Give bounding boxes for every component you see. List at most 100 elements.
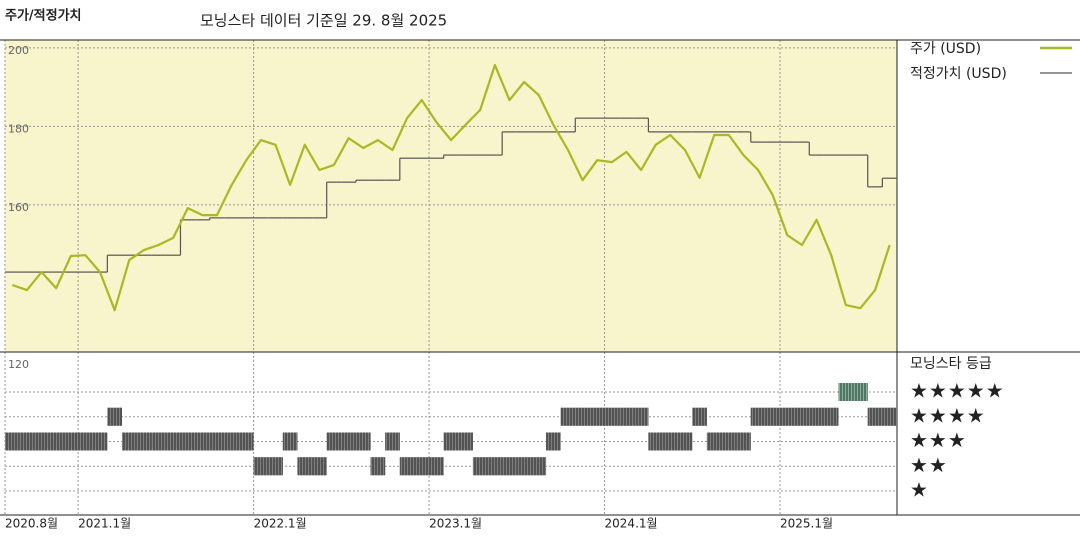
rating-bar: [589, 407, 605, 426]
rating-bar-hatch: [63, 432, 79, 451]
rating-bar-hatch: [589, 407, 605, 426]
rating-bar: [633, 407, 649, 426]
price-line: [11, 63, 891, 312]
rating-bar: [19, 432, 35, 451]
rating-bar-hatch: [458, 432, 473, 451]
rating-bar-hatch: [399, 457, 415, 476]
rating-bar-hatch: [838, 383, 854, 401]
rating-bar: [677, 432, 693, 451]
rating-bar-hatch: [429, 457, 444, 476]
rating-bar: [92, 432, 108, 451]
rating-bar: [253, 457, 269, 476]
rating-bar: [180, 432, 196, 451]
rating-bar-hatch: [297, 457, 313, 476]
rating-bar: [48, 432, 64, 451]
rating-bar-hatch: [355, 432, 371, 451]
y-tick-label: 120: [8, 358, 29, 371]
rating-bar: [546, 432, 561, 451]
rating-bar: [282, 432, 298, 451]
rating-bar: [736, 432, 751, 451]
rating-label: ★★★★★: [910, 379, 1005, 403]
rating-bar: [326, 432, 342, 451]
rating-label: ★★★: [910, 428, 967, 452]
rating-bar: [121, 432, 137, 451]
x-tick-label: 2020.8월: [5, 517, 58, 531]
y-tick-label: 200: [8, 44, 29, 57]
rating-bar: [443, 432, 459, 451]
rating-bar-hatch: [370, 457, 386, 476]
rating-bar-hatch: [867, 407, 883, 426]
rating-bar-hatch: [34, 432, 49, 451]
rating-bar-hatch: [750, 407, 766, 426]
rating-bar: [838, 383, 854, 401]
chart-subtitle: 모닝스타 데이터 기준일 29. 8월 2025: [200, 12, 447, 30]
rating-bar: [312, 457, 327, 476]
rating-bar: [575, 407, 590, 426]
rating-bar-hatch: [312, 457, 327, 476]
rating-label: ★★: [910, 453, 948, 477]
rating-bar-hatch: [268, 457, 283, 476]
legend-label: 주가 (USD): [910, 41, 981, 57]
rating-bar-hatch: [238, 432, 254, 451]
x-tick-label: 2021.1월: [78, 517, 131, 531]
chart-title: 주가/적정가치: [5, 8, 82, 24]
rating-bar-hatch: [736, 432, 751, 451]
rating-bar-hatch: [794, 407, 810, 426]
rating-bar-hatch: [633, 407, 649, 426]
rating-bar-hatch: [414, 457, 430, 476]
rating-bar-hatch: [619, 407, 634, 426]
rating-bar: [867, 407, 883, 426]
rating-label: ★: [910, 478, 929, 502]
rating-bar-hatch: [765, 407, 781, 426]
rating-bar-hatch: [151, 432, 166, 451]
rating-bar: [399, 457, 415, 476]
y-tick-label: 160: [8, 201, 29, 214]
rating-bar: [531, 457, 547, 476]
rating-bar: [809, 407, 824, 426]
rating-bar-hatch: [326, 432, 342, 451]
rating-bar: [385, 432, 400, 451]
rating-bar-hatch: [195, 432, 210, 451]
rating-bar: [794, 407, 810, 426]
rating-bar-hatch: [341, 432, 356, 451]
rating-bar-hatch: [121, 432, 137, 451]
rating-bar: [5, 432, 20, 451]
rating-bar-hatch: [282, 432, 298, 451]
legend-label: 적정가치 (USD): [910, 66, 1007, 82]
rating-bar-hatch: [560, 407, 576, 426]
rating-bar-hatch: [78, 432, 93, 451]
rating-bar-hatch: [648, 432, 664, 451]
rating-bar-hatch: [575, 407, 590, 426]
rating-bar: [429, 457, 444, 476]
rating-bar-hatch: [443, 432, 459, 451]
rating-bar: [151, 432, 166, 451]
rating-bar: [195, 432, 210, 451]
rating-bar-hatch: [136, 432, 152, 451]
rating-bar-hatch: [385, 432, 400, 451]
rating-bar: [853, 383, 868, 401]
rating-bar: [268, 457, 283, 476]
rating-bar-hatch: [780, 407, 795, 426]
rating-bar: [882, 407, 897, 426]
rating-bar-hatch: [209, 432, 225, 451]
rating-bar-hatch: [107, 407, 122, 426]
rating-bar: [297, 457, 313, 476]
rating-bar: [823, 407, 839, 426]
rating-bar: [721, 432, 737, 451]
rating-bar-hatch: [809, 407, 824, 426]
rating-bar: [765, 407, 781, 426]
rating-bar-hatch: [853, 383, 868, 401]
rating-bar-hatch: [531, 457, 547, 476]
rating-bar-hatch: [677, 432, 693, 451]
rating-bar: [780, 407, 795, 426]
rating-bar: [472, 457, 488, 476]
rating-bar: [619, 407, 634, 426]
rating-bar: [165, 432, 181, 451]
rating-bar: [487, 457, 503, 476]
rating-bar: [516, 457, 532, 476]
rating-bar-hatch: [516, 457, 532, 476]
y-tick-label: 180: [8, 122, 29, 135]
rating-bar: [370, 457, 386, 476]
rating-bar: [341, 432, 356, 451]
